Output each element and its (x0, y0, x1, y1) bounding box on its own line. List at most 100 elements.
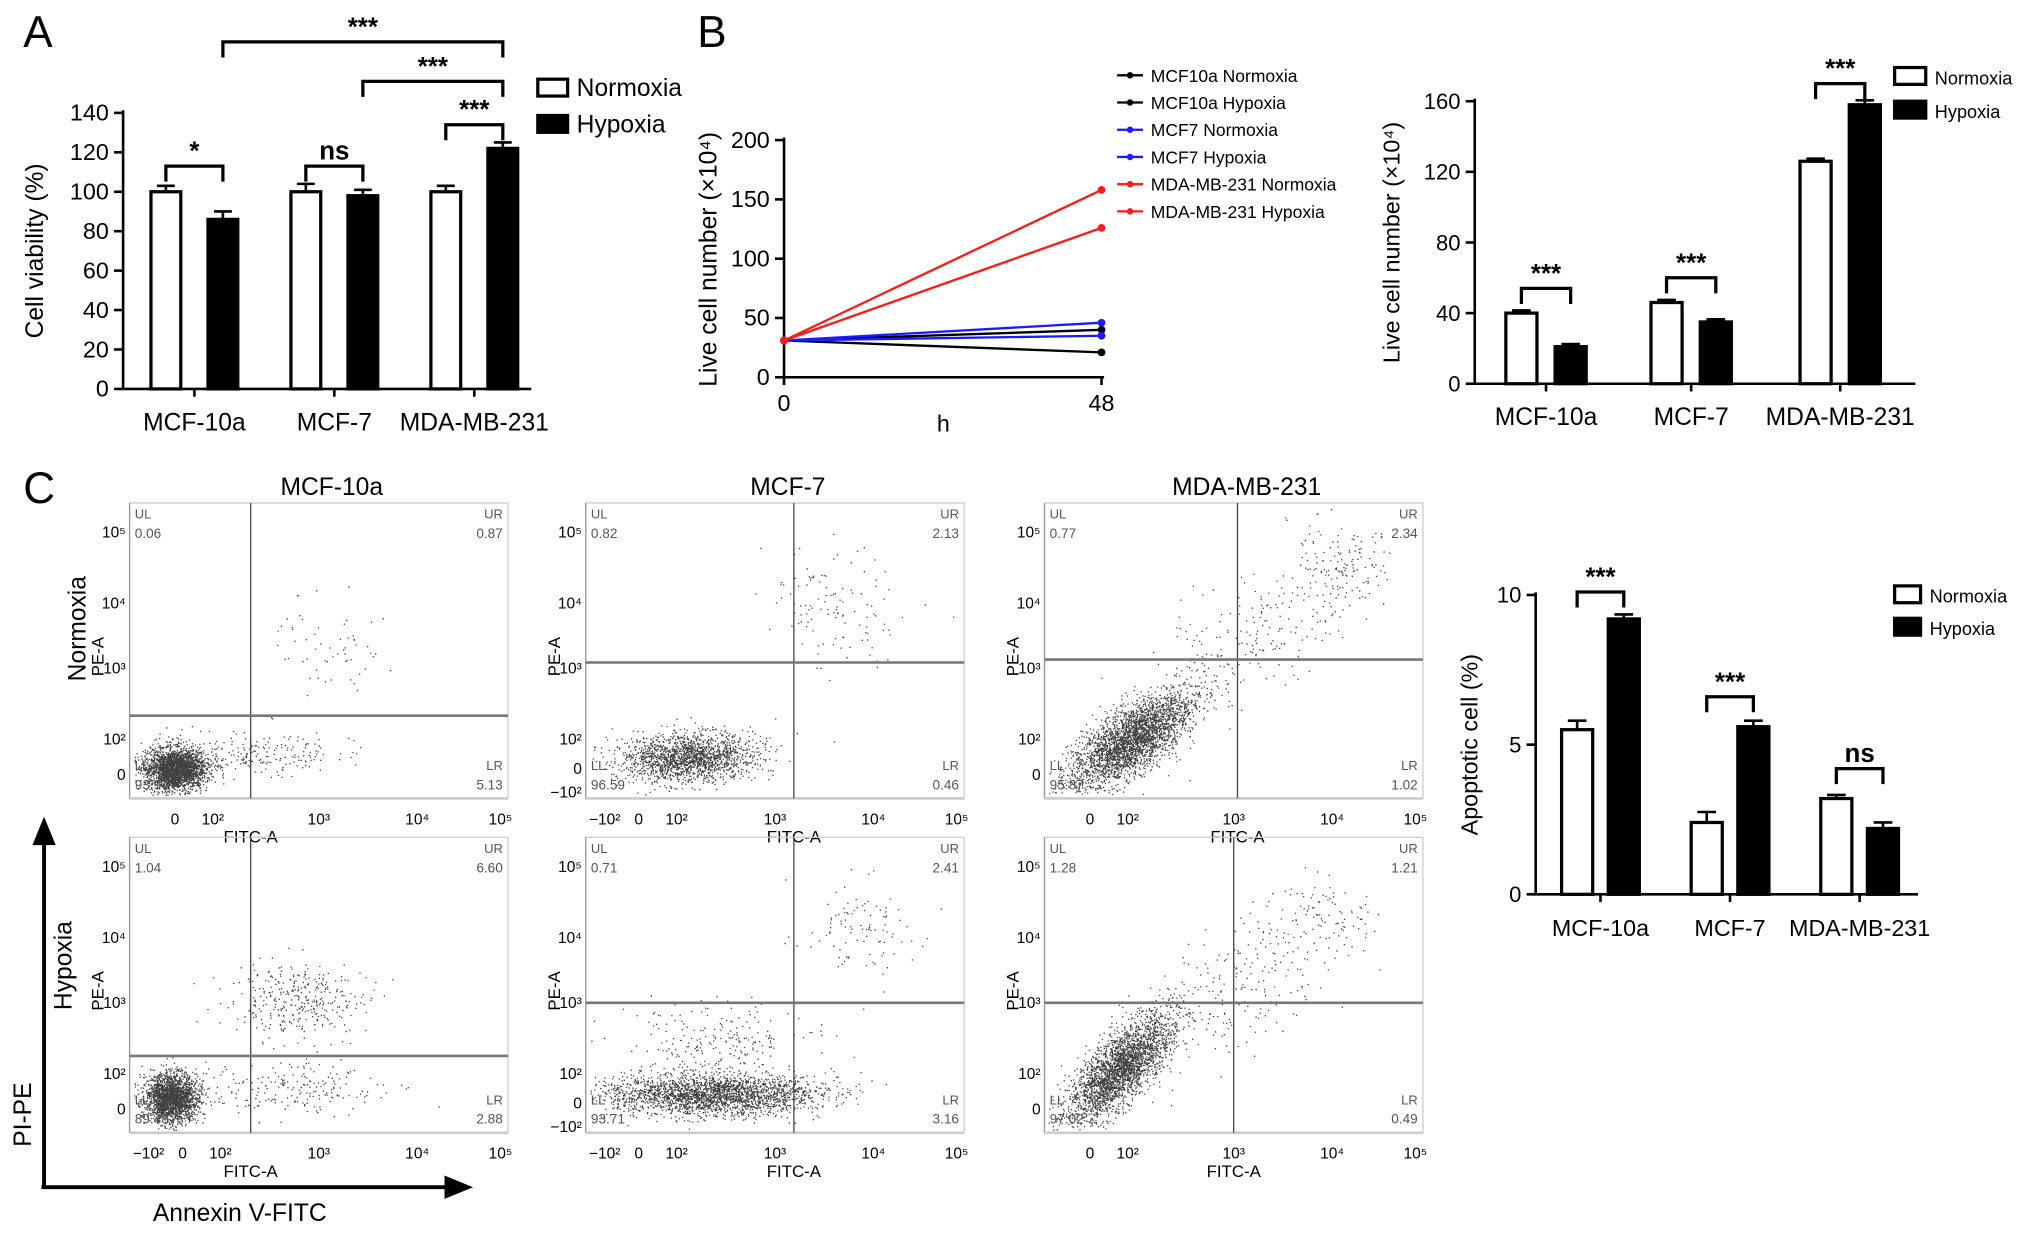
category-label: MCF-7 (1694, 915, 1765, 941)
data-point (1097, 318, 1106, 327)
quadrant-value-ll: 93.94 (135, 777, 169, 792)
significance-bracket (1575, 590, 1626, 608)
significance-bracket (1834, 766, 1885, 785)
y-tick-label: 50 (744, 305, 770, 331)
legend-label: MCF7 Hypoxia (1151, 147, 1267, 167)
significance-label: *** (418, 53, 449, 81)
y-axis-label: Apoptotic cell (%) (1456, 654, 1482, 835)
bar-hypoxia (206, 217, 240, 391)
x-tick-label: 10² (209, 1146, 231, 1163)
quadrant-value-ll: 89.48 (135, 1112, 169, 1127)
legend-swatch (1893, 99, 1928, 120)
y-tick-label: 10² (559, 732, 581, 749)
quadrant-name-lr: LR (942, 1092, 959, 1107)
legend-label: MCF10a Hypoxia (1151, 93, 1286, 113)
column-title: MDA-MB-231 (1172, 474, 1321, 501)
x-tick-label: 10³ (764, 811, 786, 828)
y-tick-label: 10⁵ (1017, 859, 1041, 876)
bar-hypoxia (346, 194, 380, 391)
cell-events (592, 533, 955, 796)
y-tick-label: 0 (573, 1095, 582, 1112)
y-tick-label: 10² (559, 1066, 581, 1083)
legend-swatch (1893, 584, 1923, 605)
y-tick-label: −10² (550, 785, 582, 802)
y-tick-label: 10² (1018, 732, 1040, 749)
y-tick-label: 0 (1448, 372, 1460, 397)
significance-label: *** (1585, 563, 1616, 591)
x-tick-label: 10³ (308, 811, 330, 828)
quadrant-value-ur: 2.41 (933, 860, 959, 875)
y-tick-label: 10³ (103, 995, 125, 1012)
y-tick-label: 140 (70, 100, 109, 126)
bar-normoxia (149, 190, 183, 391)
category-label: MDA-MB-231 (1766, 404, 1915, 431)
significance-label: *** (1715, 668, 1746, 696)
significance-label: ns (1845, 740, 1875, 768)
quadrant-name-ul: UL (135, 507, 152, 522)
significance-bracket (164, 164, 225, 182)
legend-marker (1126, 153, 1134, 161)
cell-events (1049, 509, 1391, 796)
row-label-normoxia: Normoxia (65, 576, 92, 682)
legend-label: Hypoxia (577, 111, 666, 138)
bar-hypoxia (1865, 826, 1901, 896)
y-tick-label: 10⁵ (558, 859, 582, 876)
series-line (783, 321, 1102, 342)
quadrant-value-lr: 0.49 (1391, 1112, 1417, 1127)
significance-label: *** (1531, 260, 1562, 288)
panel-a-bar-chart: 0 20 40 60 80 100 120 140 Cell viability (%) MCF-… (22, 13, 683, 436)
x-tick-label: 0 (778, 390, 791, 416)
flow-plot: UL 0.71 UR 2.41 LL 93.71 LR 3.16 −10² 0 10² 10³ 10⁴ 1… (545, 836, 968, 1181)
y-tick-label: 10² (103, 732, 125, 749)
x-tick-label: 0 (634, 1146, 643, 1163)
bar-hypoxia (1736, 725, 1771, 896)
quadrant-name-ur: UR (484, 507, 503, 522)
y-axis-label: Cell viability (%) (22, 163, 49, 338)
x-tick-label: 10² (665, 811, 687, 828)
significance-bracket (1705, 695, 1755, 713)
data-point (1097, 325, 1106, 334)
legend-marker (1126, 180, 1134, 188)
bar-normoxia (1504, 311, 1539, 386)
y-tick-label: 10⁴ (1017, 596, 1041, 613)
quadrant-name-ul: UL (1050, 507, 1067, 522)
bar-hypoxia (486, 146, 520, 391)
y-tick-label: 10² (103, 1066, 125, 1083)
y-axis-label: Live cell number (×10⁴) (696, 132, 723, 387)
quadrant-value-ll: 95.87 (1050, 777, 1084, 792)
x-tick-label: −10² (589, 811, 621, 828)
flow-plot: UL 0.06 UR 0.87 LL 93.94 LR 5.13 0 10² 10³ 10⁴ 10⁵ 10… (89, 502, 512, 846)
data-point (1097, 223, 1106, 232)
y-axis-label: PE-A (89, 971, 108, 1011)
legend-swatch (536, 77, 570, 98)
significance-bracket (1519, 286, 1573, 304)
quadrant-name-ul: UL (591, 841, 608, 856)
data-point (1097, 331, 1106, 340)
x-tick-label: 10⁵ (489, 1146, 513, 1163)
y-tick-label: 120 (70, 139, 109, 165)
category-label: MCF-10a (1495, 404, 1598, 431)
x-tick-label: 10⁴ (405, 1146, 429, 1163)
row-label-hypoxia: Hypoxia (50, 921, 77, 1010)
significance-bracket (221, 40, 505, 58)
x-tick-label: 0 (634, 811, 643, 828)
cell-events (134, 586, 392, 796)
bar-hypoxia (1553, 345, 1588, 386)
flow-plot: UL 1.28 UR 1.21 LL 97.02 LR 0.49 0 10² 10³ 10⁴ 10⁵ 10… (1004, 836, 1427, 1181)
x-tick-label: 10⁴ (405, 811, 429, 828)
global-y-label: PI-PE (10, 1082, 37, 1146)
legend-label: MCF10a Normoxia (1151, 66, 1298, 86)
quadrant-value-lr: 0.46 (933, 777, 959, 792)
legend-label: Normoxia (1930, 587, 2008, 607)
category-label: MCF-7 (1654, 404, 1729, 431)
quadrant-name-ul: UL (591, 507, 608, 522)
quadrant-value-ul: 1.28 (1050, 860, 1076, 875)
significance-label: *** (1676, 249, 1707, 277)
legend-label: Hypoxia (1930, 619, 1996, 639)
global-x-label: Annexin V-FITC (153, 1200, 327, 1227)
x-tick-label: 10² (1117, 811, 1139, 828)
significance-label: *** (1825, 55, 1856, 83)
y-tick-label: 200 (731, 127, 770, 153)
legend-label: Normoxia (1935, 68, 2013, 88)
cell-events (590, 869, 942, 1130)
